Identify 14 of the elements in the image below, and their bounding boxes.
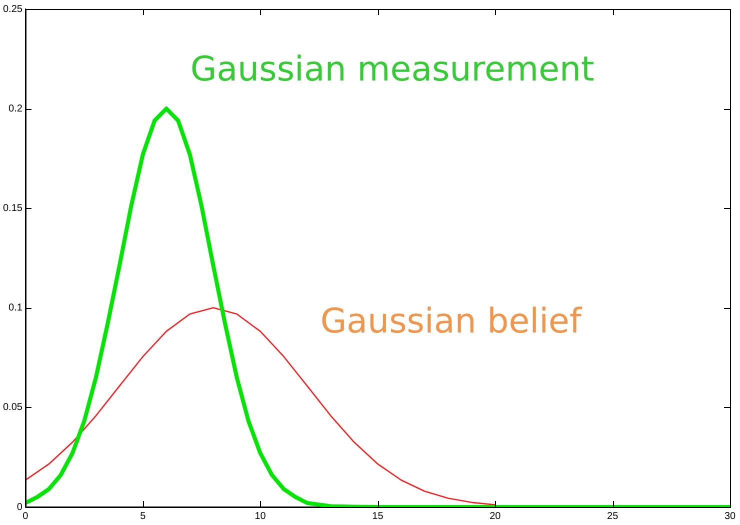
x-tick-label: 10: [254, 510, 266, 522]
x-tick-label: 5: [140, 510, 146, 522]
y-tick-label: 0: [16, 502, 23, 513]
x-tick-label: 25: [607, 510, 619, 522]
y-tick-label: 0.2: [8, 103, 23, 114]
x-tick-label: 15: [372, 510, 384, 522]
x-tick-label: 20: [490, 510, 502, 522]
y-tick-label: 0.15: [2, 202, 23, 214]
series-label: Gaussian measurement: [190, 49, 594, 90]
y-tick-label: 0.05: [2, 402, 23, 414]
y-tick-label: 0.25: [2, 4, 23, 15]
y-tick-label: 0.1: [8, 302, 23, 314]
series-label: Gaussian belief: [320, 302, 582, 342]
x-tick-label: 30: [724, 510, 736, 522]
